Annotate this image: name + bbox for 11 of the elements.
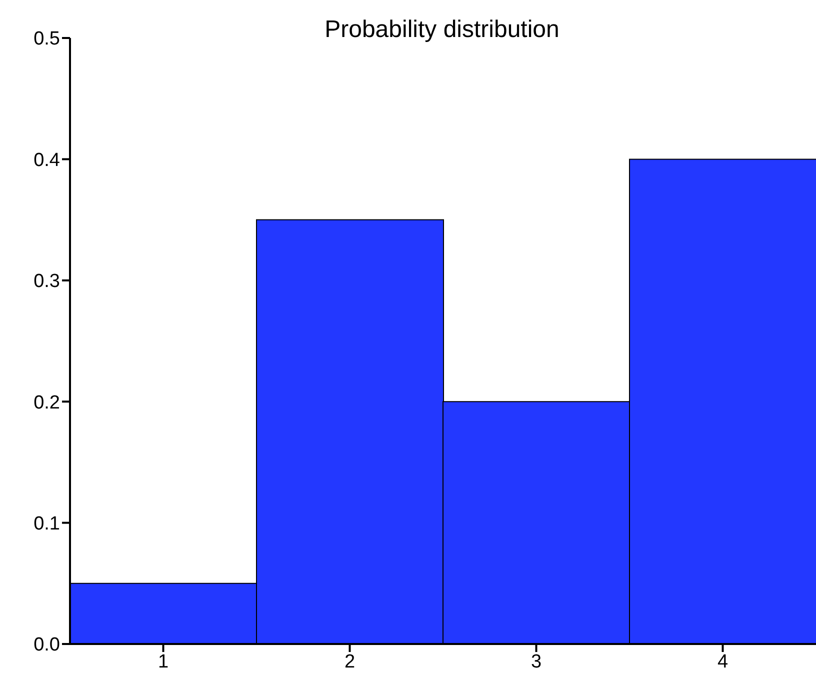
x-tick-label: 1 <box>158 651 169 672</box>
y-tick-label: 0.4 <box>34 150 60 171</box>
y-tick-label: 0.1 <box>34 514 60 535</box>
chart-title: Probability distribution <box>324 16 560 44</box>
y-tick-label: 0.0 <box>34 634 60 656</box>
x-tick-label: 2 <box>344 651 356 672</box>
y-tick-label: 0.2 <box>34 392 60 414</box>
y-tick-label: 0.5 <box>34 28 60 50</box>
x-tick-label: 4 <box>717 651 728 672</box>
x-tick-label: 3 <box>530 651 542 672</box>
y-tick-label: 0.3 <box>34 271 60 292</box>
